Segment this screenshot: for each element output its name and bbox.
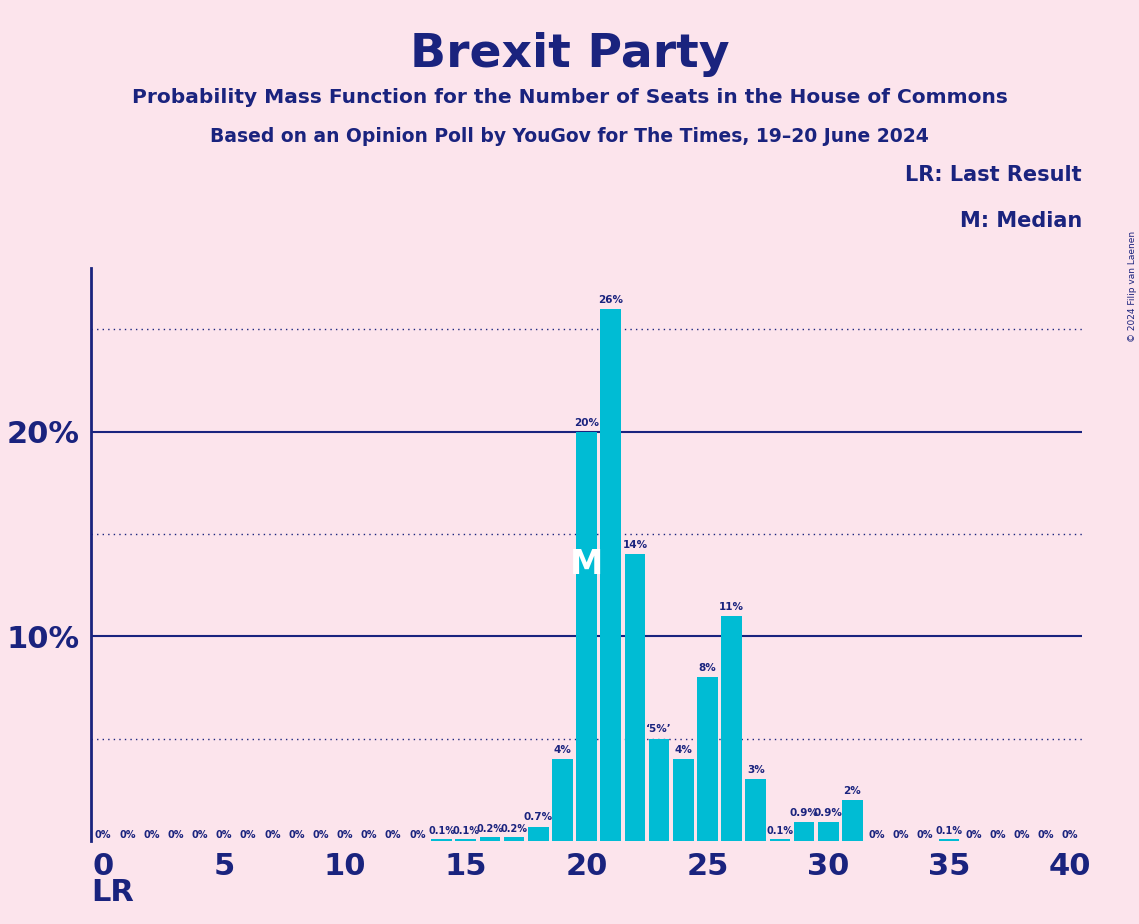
Text: 0%: 0% bbox=[1038, 830, 1054, 840]
Text: Probability Mass Function for the Number of Seats in the House of Commons: Probability Mass Function for the Number… bbox=[132, 88, 1007, 107]
Text: 0%: 0% bbox=[240, 830, 256, 840]
Bar bbox=[770, 839, 790, 841]
Bar bbox=[576, 432, 597, 841]
Text: 0%: 0% bbox=[288, 830, 305, 840]
Text: 0%: 0% bbox=[385, 830, 401, 840]
Text: 0.2%: 0.2% bbox=[476, 823, 503, 833]
Text: 0%: 0% bbox=[120, 830, 136, 840]
Text: 0%: 0% bbox=[965, 830, 982, 840]
Bar bbox=[842, 800, 862, 841]
Text: 3%: 3% bbox=[747, 765, 764, 775]
Text: 8%: 8% bbox=[698, 663, 716, 673]
Text: 0%: 0% bbox=[361, 830, 377, 840]
Text: 0%: 0% bbox=[167, 830, 185, 840]
Text: 0.1%: 0.1% bbox=[767, 826, 794, 835]
Text: 0%: 0% bbox=[95, 830, 112, 840]
Text: 11%: 11% bbox=[719, 602, 744, 612]
Bar bbox=[432, 839, 452, 841]
Text: 0%: 0% bbox=[1014, 830, 1030, 840]
Text: 0.9%: 0.9% bbox=[789, 808, 819, 819]
Text: 0%: 0% bbox=[917, 830, 933, 840]
Bar bbox=[794, 822, 814, 841]
Text: 0%: 0% bbox=[409, 830, 426, 840]
Text: 0.7%: 0.7% bbox=[524, 812, 552, 822]
Text: 0.2%: 0.2% bbox=[500, 823, 527, 833]
Bar bbox=[697, 677, 718, 841]
Text: M: Median: M: Median bbox=[960, 211, 1082, 231]
Text: 0.1%: 0.1% bbox=[935, 826, 962, 835]
Text: 0.1%: 0.1% bbox=[452, 826, 480, 835]
Text: Brexit Party: Brexit Party bbox=[410, 32, 729, 78]
Text: 26%: 26% bbox=[598, 295, 623, 305]
Bar bbox=[939, 839, 959, 841]
Text: LR: LR bbox=[91, 878, 134, 906]
Bar bbox=[480, 837, 500, 841]
Bar bbox=[528, 826, 549, 841]
Text: M: M bbox=[570, 548, 604, 581]
Text: Based on an Opinion Poll by YouGov for The Times, 19–20 June 2024: Based on an Opinion Poll by YouGov for T… bbox=[210, 127, 929, 146]
Text: 0%: 0% bbox=[191, 830, 208, 840]
Bar bbox=[818, 822, 838, 841]
Bar bbox=[456, 839, 476, 841]
Text: 0%: 0% bbox=[893, 830, 909, 840]
Bar bbox=[673, 759, 694, 841]
Text: 0%: 0% bbox=[215, 830, 232, 840]
Text: 0%: 0% bbox=[868, 830, 885, 840]
Text: ‘5%’: ‘5%’ bbox=[646, 724, 672, 735]
Text: 20%: 20% bbox=[574, 418, 599, 428]
Text: 4%: 4% bbox=[554, 745, 572, 755]
Text: 0.1%: 0.1% bbox=[428, 826, 456, 835]
Text: 0%: 0% bbox=[989, 830, 1006, 840]
Bar bbox=[600, 309, 621, 841]
Text: 14%: 14% bbox=[622, 541, 647, 551]
Text: 0%: 0% bbox=[1062, 830, 1079, 840]
Bar bbox=[552, 759, 573, 841]
Text: 2%: 2% bbox=[844, 785, 861, 796]
Text: © 2024 Filip van Laenen: © 2024 Filip van Laenen bbox=[1128, 231, 1137, 342]
Bar bbox=[624, 554, 645, 841]
Text: 0%: 0% bbox=[312, 830, 329, 840]
Text: 4%: 4% bbox=[674, 745, 693, 755]
Text: 0%: 0% bbox=[144, 830, 159, 840]
Text: LR: Last Result: LR: Last Result bbox=[906, 164, 1082, 185]
Text: 0.9%: 0.9% bbox=[814, 808, 843, 819]
Bar bbox=[746, 780, 767, 841]
Text: 0%: 0% bbox=[337, 830, 353, 840]
Bar bbox=[649, 738, 670, 841]
Text: 0%: 0% bbox=[264, 830, 280, 840]
Bar bbox=[721, 615, 741, 841]
Bar bbox=[503, 837, 524, 841]
